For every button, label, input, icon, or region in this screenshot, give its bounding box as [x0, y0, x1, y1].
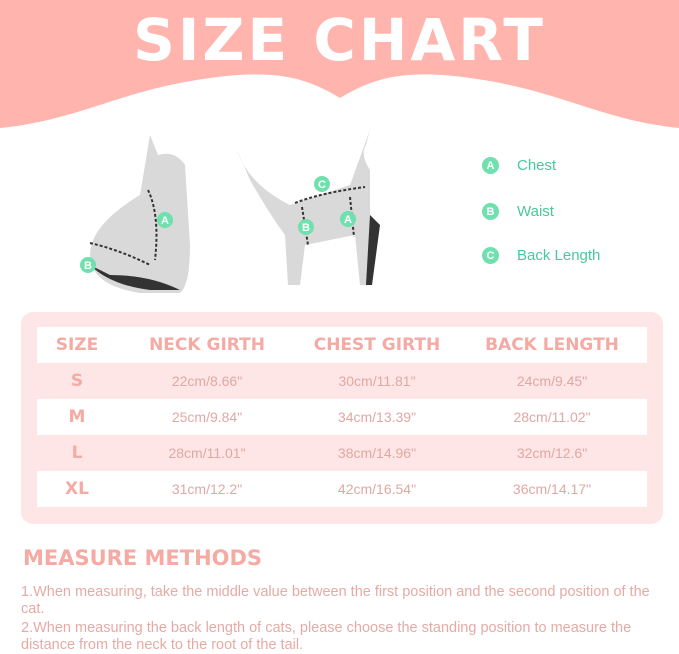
- legend-label: Back Length: [517, 247, 601, 264]
- neck-cell: 28cm/11.01": [168, 445, 246, 461]
- header-chest: CHEST GIRTH: [313, 335, 441, 355]
- legend-waist: B Waist: [482, 203, 554, 220]
- legend-label: Waist: [517, 203, 554, 220]
- back-cell: 32cm/12.6": [516, 445, 588, 461]
- svg-text:B: B: [302, 222, 310, 234]
- neck-cell: 22cm/8.66": [171, 373, 243, 389]
- badge-c-icon: C: [482, 247, 499, 264]
- chest-cell: 34cm/13.39": [337, 409, 417, 425]
- size-label: S: [70, 371, 84, 391]
- neck-cell: 25cm/9.84": [171, 409, 243, 425]
- header-back: BACK LENGTH: [485, 335, 619, 355]
- svg-text:C: C: [318, 179, 326, 191]
- table-row: XL 31cm/12.2" 42cm/16.54" 36cm/14.17": [37, 471, 647, 507]
- back-cell: 28cm/11.02": [513, 409, 591, 425]
- header-size: SIZE: [55, 335, 99, 355]
- legend-back-length: C Back Length: [482, 247, 600, 264]
- table-row: L 28cm/11.01" 38cm/14.96" 32cm/12.6": [37, 435, 647, 471]
- chest-cell: 42cm/16.54": [337, 481, 417, 497]
- title-banner: [0, 0, 679, 128]
- table-header: SIZE NECK GIRTH CHEST GIRTH BACK LENGTH: [37, 327, 647, 363]
- chest-cell: 38cm/14.96": [337, 445, 417, 461]
- neck-cell: 31cm/12.2": [171, 481, 243, 497]
- size-table: SIZE NECK GIRTH CHEST GIRTH BACK LENGTH …: [21, 312, 663, 524]
- page-title: SIZE CHART: [133, 6, 546, 74]
- size-label: L: [71, 443, 83, 463]
- legend-chest: A Chest: [482, 157, 556, 174]
- size-label: M: [68, 407, 86, 427]
- svg-text:B: B: [84, 260, 92, 272]
- header-neck: NECK GIRTH: [149, 335, 265, 355]
- measure-note-1: 1.When measuring, take the middle value …: [21, 584, 650, 617]
- svg-text:A: A: [161, 215, 169, 227]
- table-row: M 25cm/9.84" 34cm/13.39" 28cm/11.02": [37, 399, 647, 435]
- svg-text:A: A: [344, 214, 352, 226]
- size-label: XL: [65, 479, 89, 499]
- table-row: S 22cm/8.66" 30cm/11.81" 24cm/9.45": [37, 363, 647, 399]
- back-cell: 24cm/9.45": [516, 373, 588, 389]
- chest-cell: 30cm/11.81": [338, 373, 416, 389]
- legend-label: Chest: [517, 157, 557, 174]
- back-cell: 36cm/14.17": [512, 481, 592, 497]
- badge-b-icon: B: [482, 203, 499, 220]
- measure-note-2: 2.When measuring the back length of cats…: [21, 620, 632, 653]
- cat-illustration: A B C B A: [80, 130, 380, 293]
- badge-a-icon: A: [482, 157, 499, 174]
- measure-methods-title: MEASURE METHODS: [23, 546, 263, 570]
